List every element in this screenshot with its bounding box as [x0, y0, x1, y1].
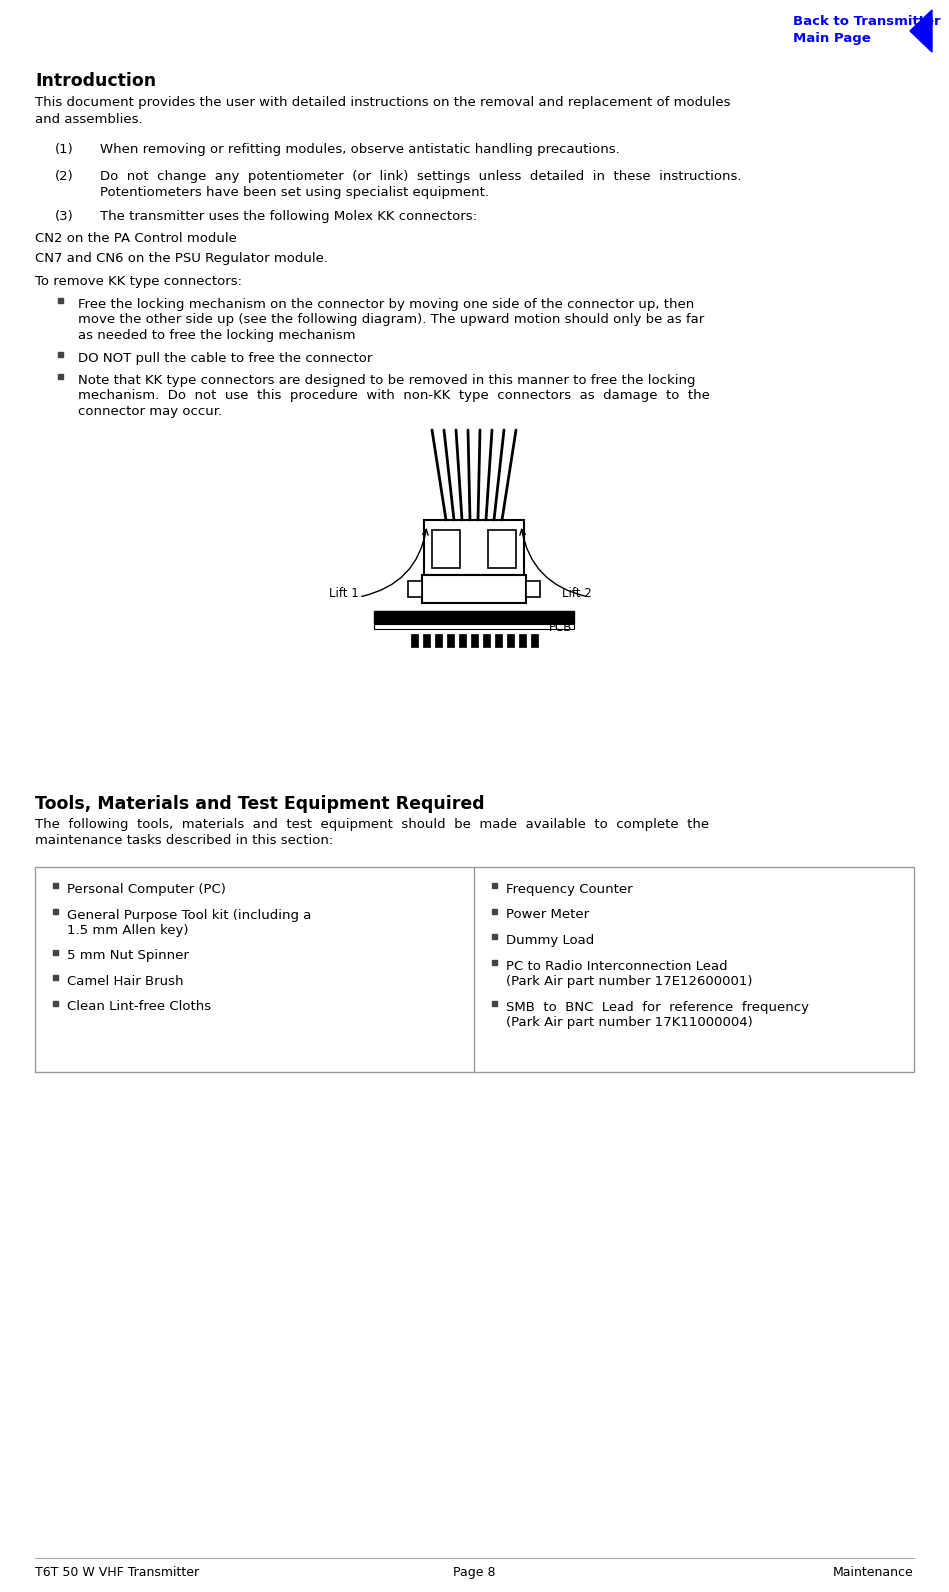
Bar: [493, 909, 497, 914]
Bar: [493, 1000, 497, 1006]
Text: Main Page: Main Page: [793, 32, 871, 45]
Text: Tools, Materials and Test Equipment Required: Tools, Materials and Test Equipment Requ…: [35, 794, 485, 814]
Text: Introduction: Introduction: [35, 72, 157, 91]
Bar: [423, 634, 430, 646]
Bar: [493, 960, 497, 965]
Bar: [422, 575, 526, 603]
FancyArrowPatch shape: [362, 529, 428, 597]
Text: When removing or refitting modules, observe antistatic handling precautions.: When removing or refitting modules, obse…: [100, 143, 620, 156]
Bar: [507, 634, 514, 646]
Text: 1.5 mm Allen key): 1.5 mm Allen key): [67, 923, 189, 938]
Bar: [459, 634, 466, 646]
Bar: [483, 634, 490, 646]
Bar: [408, 581, 422, 597]
Text: Lift 2: Lift 2: [562, 587, 592, 600]
Bar: [435, 634, 442, 646]
Text: The  following  tools,  materials  and  test  equipment  should  be  made  avail: The following tools, materials and test …: [35, 818, 709, 831]
Text: (1): (1): [55, 143, 74, 156]
Text: (Park Air part number 17E12600001): (Park Air part number 17E12600001): [507, 974, 753, 989]
Text: This document provides the user with detailed instructions on the removal and re: This document provides the user with det…: [35, 96, 731, 108]
Text: (2): (2): [55, 170, 74, 183]
FancyArrowPatch shape: [520, 529, 586, 597]
Bar: [58, 298, 63, 302]
Bar: [58, 352, 63, 357]
Bar: [526, 581, 540, 597]
Polygon shape: [910, 10, 932, 53]
Text: and assemblies.: and assemblies.: [35, 113, 142, 126]
Bar: [374, 624, 574, 629]
Bar: [519, 634, 526, 646]
Text: Power Meter: Power Meter: [507, 909, 589, 922]
Text: Do  not  change  any  potentiometer  (or  link)  settings  unless  detailed  in : Do not change any potentiometer (or link…: [100, 170, 741, 183]
Text: Maintenance: Maintenance: [833, 1567, 914, 1579]
Text: Lift 1: Lift 1: [329, 587, 359, 600]
Bar: [53, 974, 58, 981]
Bar: [531, 634, 538, 646]
Bar: [447, 634, 454, 646]
Text: Personal Computer (PC): Personal Computer (PC): [67, 884, 226, 896]
Text: CN7 and CN6 on the PSU Regulator module.: CN7 and CN6 on the PSU Regulator module.: [35, 252, 328, 264]
Text: To remove KK type connectors:: To remove KK type connectors:: [35, 275, 242, 288]
Bar: [35, 868, 914, 1071]
Text: Frequency Counter: Frequency Counter: [507, 884, 633, 896]
Bar: [53, 1000, 58, 1006]
Text: (Park Air part number 17K11000004): (Park Air part number 17K11000004): [507, 1016, 754, 1028]
Bar: [424, 521, 524, 575]
Bar: [432, 530, 460, 568]
Bar: [58, 374, 63, 379]
Text: General Purpose Tool kit (including a: General Purpose Tool kit (including a: [67, 909, 311, 922]
Bar: [53, 884, 58, 888]
Text: Note that KK type connectors are designed to be removed in this manner to free t: Note that KK type connectors are designe…: [78, 374, 696, 387]
Text: T6T 50 W VHF Transmitter: T6T 50 W VHF Transmitter: [35, 1567, 199, 1579]
Text: Dummy Load: Dummy Load: [507, 935, 595, 947]
Bar: [493, 884, 497, 888]
Text: move the other side up (see the following diagram). The upward motion should onl: move the other side up (see the followin…: [78, 314, 704, 326]
Text: Page 8: Page 8: [453, 1567, 495, 1579]
Text: DO NOT pull the cable to free the connector: DO NOT pull the cable to free the connec…: [78, 352, 372, 365]
Text: SMB  to  BNC  Lead  for  reference  frequency: SMB to BNC Lead for reference frequency: [507, 1000, 809, 1014]
Text: PCB: PCB: [549, 621, 572, 634]
Text: PC to Radio Interconnection Lead: PC to Radio Interconnection Lead: [507, 960, 728, 973]
Bar: [53, 949, 58, 955]
Text: connector may occur.: connector may occur.: [78, 404, 222, 419]
Text: (3): (3): [55, 210, 74, 223]
Bar: [495, 634, 502, 646]
Text: as needed to free the locking mechanism: as needed to free the locking mechanism: [78, 330, 356, 342]
Text: Free the locking mechanism on the connector by moving one side of the connector : Free the locking mechanism on the connec…: [78, 298, 695, 310]
Bar: [411, 634, 418, 646]
Bar: [488, 530, 516, 568]
Text: Camel Hair Brush: Camel Hair Brush: [67, 974, 183, 989]
Text: Clean Lint-free Cloths: Clean Lint-free Cloths: [67, 1000, 211, 1014]
Text: maintenance tasks described in this section:: maintenance tasks described in this sect…: [35, 834, 333, 847]
Text: mechanism.  Do  not  use  this  procedure  with  non-KK  type  connectors  as  d: mechanism. Do not use this procedure wit…: [78, 390, 710, 403]
Text: 5 mm Nut Spinner: 5 mm Nut Spinner: [67, 949, 189, 963]
Bar: [53, 909, 58, 914]
Text: CN2 on the PA Control module: CN2 on the PA Control module: [35, 232, 237, 245]
Bar: [471, 634, 478, 646]
Bar: [493, 935, 497, 939]
Bar: [374, 611, 574, 622]
Text: Back to Transmitter: Back to Transmitter: [793, 14, 940, 29]
Text: Potentiometers have been set using specialist equipment.: Potentiometers have been set using speci…: [100, 186, 489, 199]
Text: The transmitter uses the following Molex KK connectors:: The transmitter uses the following Molex…: [100, 210, 477, 223]
